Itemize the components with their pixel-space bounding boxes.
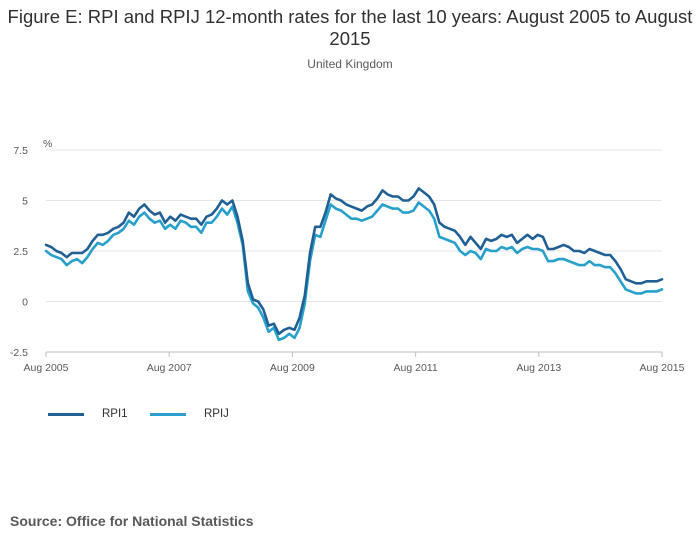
- x-tick-label: Aug 2011: [394, 362, 438, 374]
- legend-swatch-rpi1: [48, 412, 84, 416]
- chart-subtitle: United Kingdom: [307, 57, 393, 71]
- legend-item-rpi1[interactable]: RPI1: [48, 408, 128, 420]
- line-chart: -2.5 0 2.5 5 7.5% Aug 2005 Aug 2007 Aug 2009 Aug…: [10, 138, 685, 374]
- source-note: Source: Office for National Statistics: [10, 513, 254, 529]
- y-tick-label: -2.5: [10, 347, 28, 359]
- legend-label-rpij: RPIJ: [204, 408, 229, 420]
- gridlines: [46, 149, 662, 302]
- series-lines: [44, 187, 664, 342]
- series-line-rpi1: [44, 187, 664, 336]
- x-tick-label: Aug 2009: [270, 362, 315, 374]
- x-tick-label: Aug 2005: [24, 362, 69, 374]
- legend-label-rpi1: RPI1: [102, 408, 128, 420]
- y-tick-label: 7.5: [13, 145, 28, 157]
- y-tick-label: 0: [22, 297, 28, 309]
- y-tick-label: 2.5: [13, 246, 28, 258]
- y-tick-label: 5: [22, 196, 28, 208]
- chart-title: Figure E: RPI and RPIJ 12-month rates fo…: [7, 6, 693, 49]
- tick-labels: -2.5 0 2.5 5 7.5% Aug 2005 Aug 2007 Aug 2009 Aug…: [10, 138, 685, 374]
- legend-item-rpij[interactable]: RPIJ: [150, 408, 229, 420]
- x-tick-label: Aug 2013: [516, 362, 561, 374]
- y-axis-unit: %: [43, 138, 52, 150]
- x-tick-label: Aug 2015: [640, 362, 685, 374]
- legend-swatch-rpij: [150, 412, 186, 416]
- series-line-rpij: [44, 201, 664, 342]
- axes: [45, 351, 663, 357]
- x-tick-label: Aug 2007: [147, 362, 192, 374]
